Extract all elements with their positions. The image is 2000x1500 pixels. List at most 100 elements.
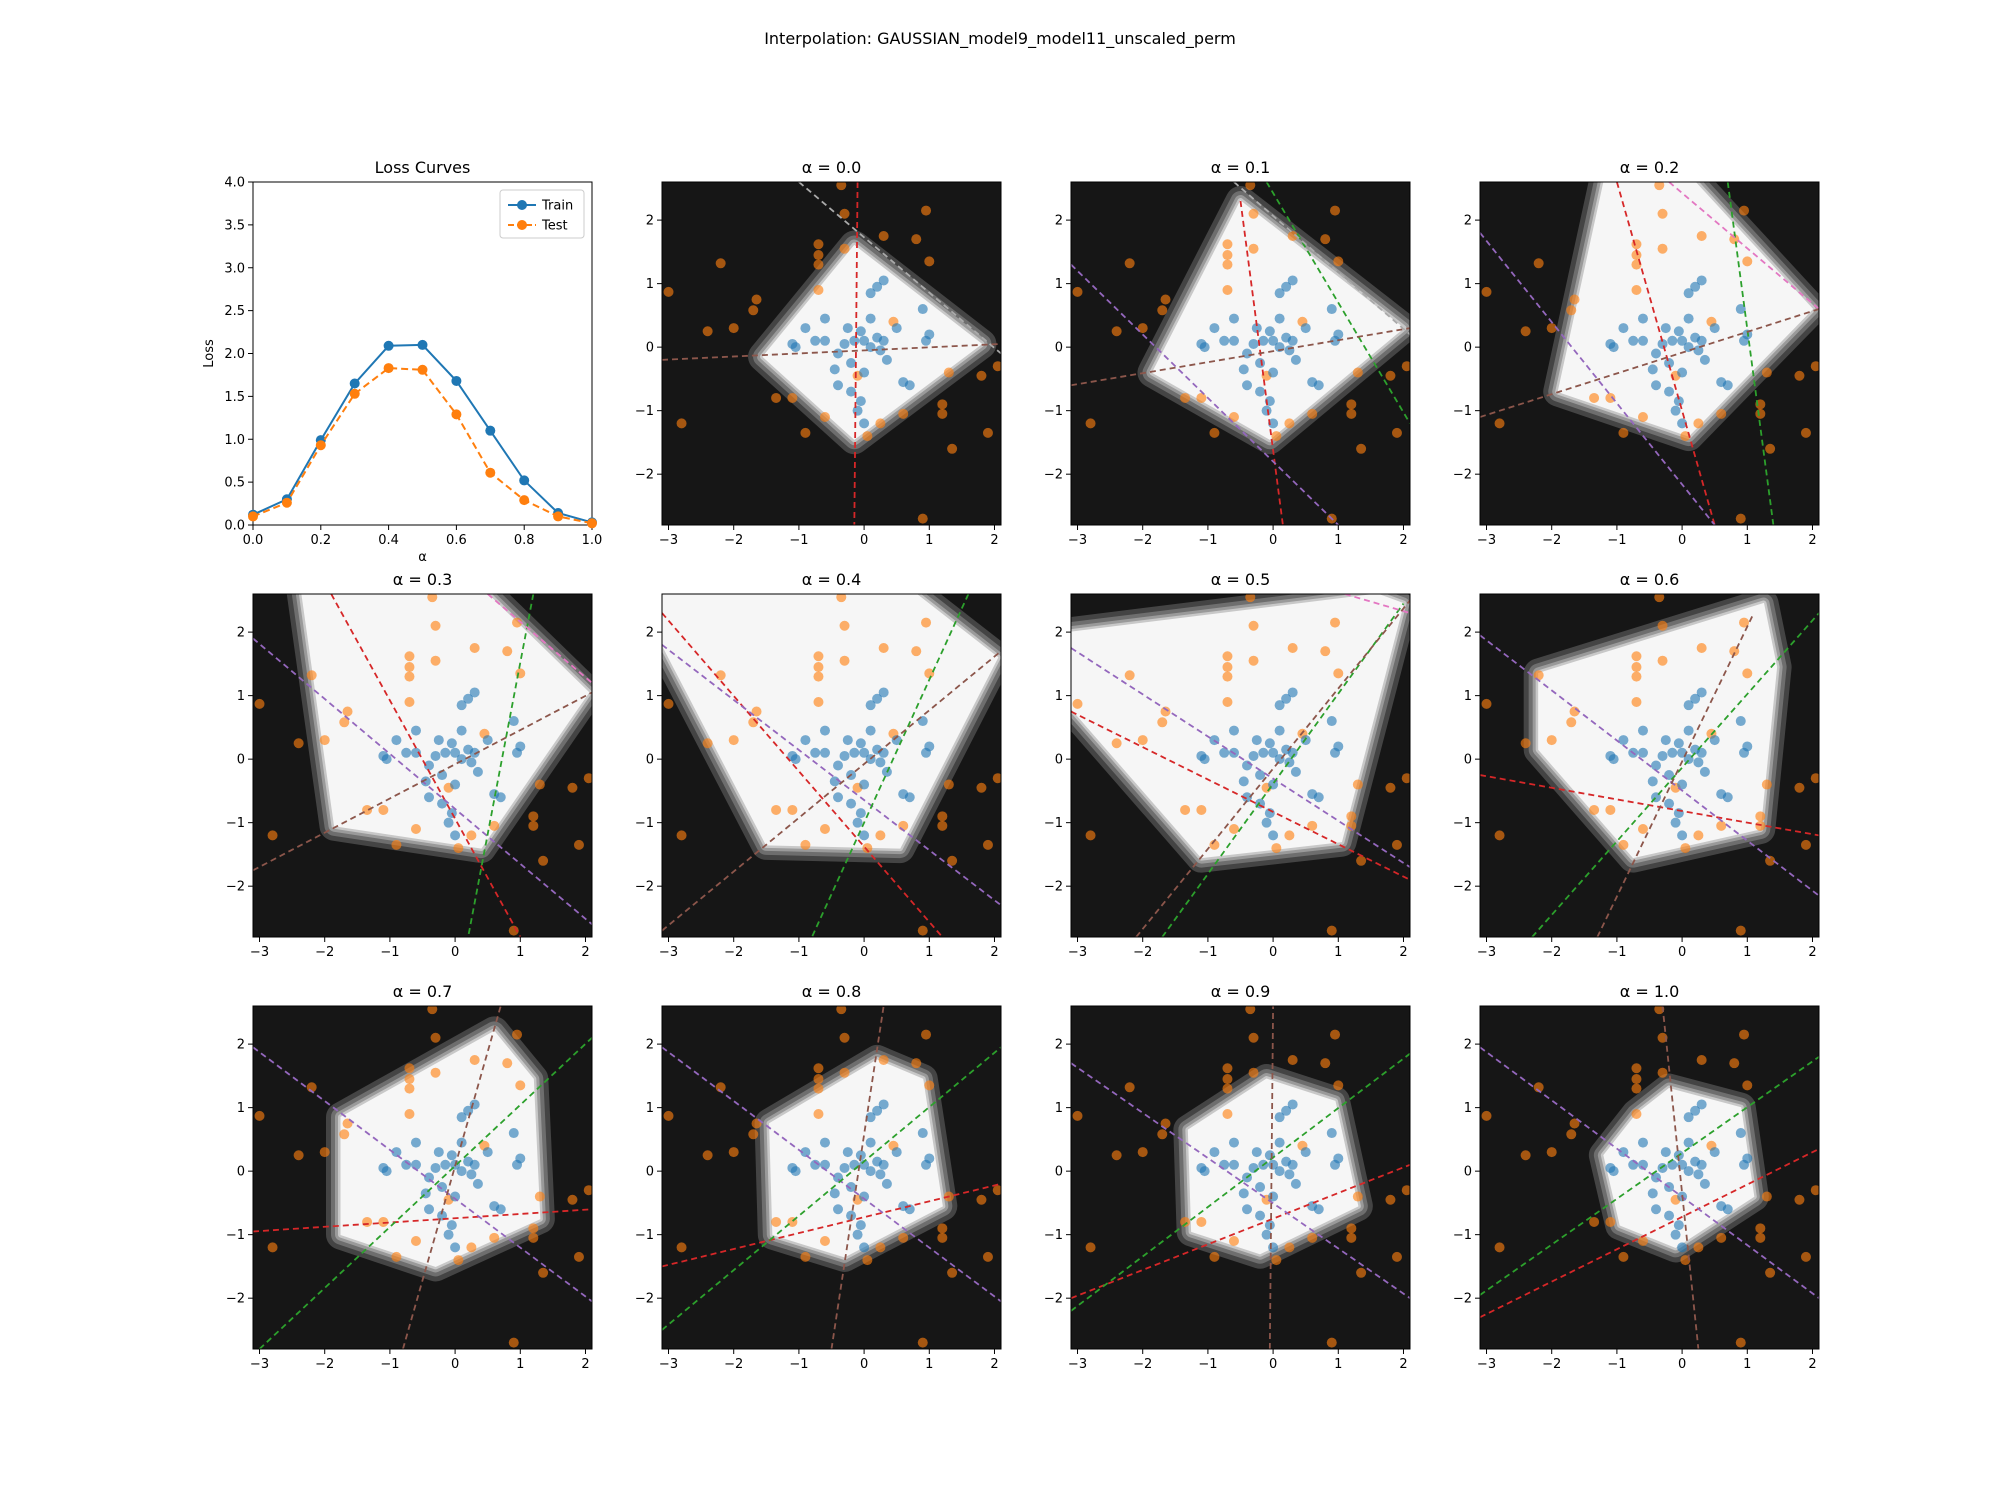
x-tick-label: −2 (1542, 945, 1561, 960)
test-point (1631, 1063, 1642, 1074)
test-point (839, 1032, 850, 1043)
y-tick-label: 2.0 (224, 347, 245, 362)
test-point (992, 773, 1001, 784)
train-point (1637, 747, 1648, 758)
y-tick-label: 0 (646, 341, 654, 356)
train-point (1664, 386, 1675, 397)
train-point (1637, 1159, 1648, 1170)
test-point (466, 830, 477, 841)
train-point (881, 354, 892, 365)
test-point (1569, 1118, 1580, 1129)
test-point (1248, 620, 1259, 631)
test-point (728, 323, 739, 334)
train-point (433, 1147, 444, 1158)
train-point (1274, 725, 1285, 736)
train-point (1651, 760, 1662, 771)
train-point (833, 348, 844, 359)
test-point (1391, 427, 1402, 438)
test-point (410, 1236, 421, 1247)
train-point (1608, 342, 1619, 353)
test-point (267, 830, 278, 841)
y-tick-label: 2 (1464, 1038, 1472, 1053)
train-point (450, 1242, 461, 1253)
train-point (1264, 738, 1275, 749)
test-point (937, 811, 948, 822)
train-point (833, 792, 844, 803)
train-point (1274, 700, 1285, 711)
train-point (450, 830, 461, 841)
x-tick-label: 2 (581, 1357, 589, 1372)
test-point (1657, 1067, 1668, 1078)
train-point (846, 358, 857, 369)
train-point (1660, 1147, 1671, 1158)
boundary-line-green (811, 594, 970, 937)
train-point (1268, 367, 1279, 378)
test-point (1589, 392, 1600, 403)
y-tick-label: 0 (646, 753, 654, 768)
test-point (1618, 427, 1629, 438)
train-point (446, 1220, 457, 1231)
test-point (1654, 594, 1665, 603)
test-point (1631, 250, 1642, 261)
test-point (924, 668, 935, 679)
test-point (813, 239, 824, 250)
boundary-line-purple (1071, 263, 1339, 525)
y-tick-label: 0 (646, 1165, 654, 1180)
boundary-line-red (662, 1182, 1001, 1268)
train-point (1667, 335, 1678, 346)
test-point (1800, 427, 1811, 438)
boundary-line-green (1071, 1052, 1410, 1312)
test-point (800, 839, 811, 850)
train-point (1261, 1229, 1272, 1240)
test-point (1589, 1216, 1600, 1227)
train-point (495, 792, 506, 803)
test-point (1520, 326, 1531, 337)
y-tick-label: 1 (237, 689, 245, 704)
train-point (846, 1182, 857, 1193)
train-point (852, 1229, 863, 1240)
test-point (1248, 1067, 1259, 1078)
train-point (1300, 323, 1311, 334)
test-point (663, 286, 674, 297)
x-tick-label: −1 (789, 945, 808, 960)
test-point (1494, 830, 1505, 841)
test-point (1546, 1147, 1557, 1158)
test-point (748, 717, 759, 728)
test-point (862, 843, 873, 854)
test-point (1810, 361, 1819, 372)
test-point (1494, 1242, 1505, 1253)
boundary-line-purple (662, 1046, 1001, 1303)
y-tick-label: 0 (1464, 1165, 1472, 1180)
train-point (1199, 1166, 1210, 1177)
train-point (1683, 1137, 1694, 1148)
train-point (904, 792, 915, 803)
train-point (456, 1166, 467, 1177)
boundary-line-gray (798, 182, 1001, 355)
test-point (1391, 1251, 1402, 1262)
data-point-test (485, 467, 496, 478)
train-point (424, 1204, 435, 1215)
boundary-line-green (1480, 1056, 1819, 1296)
test-point (404, 671, 415, 682)
train-point (800, 1147, 811, 1158)
test-point (1631, 696, 1642, 707)
train-point (1326, 716, 1337, 727)
data-point-test (451, 409, 462, 420)
y-tick-label: −1 (226, 816, 245, 831)
panel-title: α = 0.3 (393, 570, 453, 589)
y-tick-label: 0 (1055, 1165, 1063, 1180)
train-point (1690, 1105, 1701, 1116)
test-point (502, 646, 513, 657)
train-point (1696, 1159, 1707, 1170)
test-point (453, 843, 464, 854)
test-point (573, 1251, 584, 1262)
boundary-line-red (1071, 1163, 1410, 1300)
test-point (267, 1242, 278, 1253)
train-point (469, 687, 480, 698)
train-point (842, 735, 853, 746)
x-tick-label: −1 (789, 1357, 808, 1372)
test-point (1248, 1032, 1259, 1043)
decision-region (662, 594, 999, 849)
test-point (813, 259, 824, 270)
x-tick-label: −1 (380, 945, 399, 960)
